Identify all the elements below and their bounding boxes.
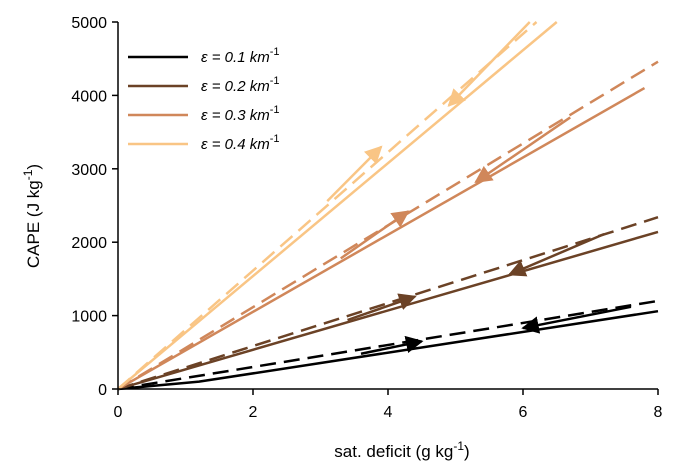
series-arrow <box>340 210 410 260</box>
legend-item: ε = 0.1 km-1 <box>128 46 279 66</box>
x-tick-label: 4 <box>384 404 393 421</box>
series-solid-line <box>117 21 558 390</box>
x-ticks: 0 2 4 6 8 <box>114 389 663 421</box>
y-tick-label: 1000 <box>71 309 107 326</box>
x-tick-label: 6 <box>519 404 528 421</box>
legend: ε = 0.1 km-1 ε = 0.2 km-1 ε = 0.3 km-1 ε… <box>128 46 279 153</box>
series-arrow <box>474 116 571 184</box>
legend-label: ε = 0.2 km-1 <box>201 75 279 95</box>
y-tick-label: 0 <box>98 382 107 399</box>
legend-item: ε = 0.3 km-1 <box>128 104 279 124</box>
series-arrow <box>347 293 417 322</box>
y-tick-label: 4000 <box>71 88 107 105</box>
series-dashed-line <box>117 21 538 390</box>
x-axis-title: sat. deficit (g kg-1) <box>334 439 469 461</box>
legend-label: ε = 0.3 km-1 <box>201 104 279 124</box>
series-dashed-line <box>117 216 659 391</box>
legend-item: ε = 0.2 km-1 <box>128 75 279 95</box>
y-tick-label: 2000 <box>71 235 107 252</box>
plot-lines <box>117 21 659 391</box>
y-tick-label: 3000 <box>71 162 107 179</box>
legend-label: ε = 0.4 km-1 <box>201 133 279 153</box>
series-dashed-line <box>117 299 659 391</box>
series-arrow <box>521 305 632 334</box>
legend-label: ε = 0.1 km-1 <box>201 46 279 66</box>
x-tick-label: 0 <box>114 404 123 421</box>
legend-item: ε = 0.4 km-1 <box>128 133 279 153</box>
series-solid-line <box>117 309 659 391</box>
series-solid-line <box>117 230 659 391</box>
y-axis-title: CAPE (J kg-1) <box>21 164 43 268</box>
series-arrow <box>507 232 605 277</box>
y-ticks: 0 1000 2000 3000 4000 5000 <box>71 15 118 399</box>
x-tick-label: 2 <box>249 404 258 421</box>
y-tick-label: 5000 <box>71 15 107 32</box>
series-arrow <box>447 21 531 107</box>
plot-arrows <box>326 21 632 355</box>
series-arrow <box>360 335 424 355</box>
series-arrow <box>326 145 383 202</box>
series-solid-line <box>117 86 646 391</box>
x-tick-label: 8 <box>654 404 663 421</box>
